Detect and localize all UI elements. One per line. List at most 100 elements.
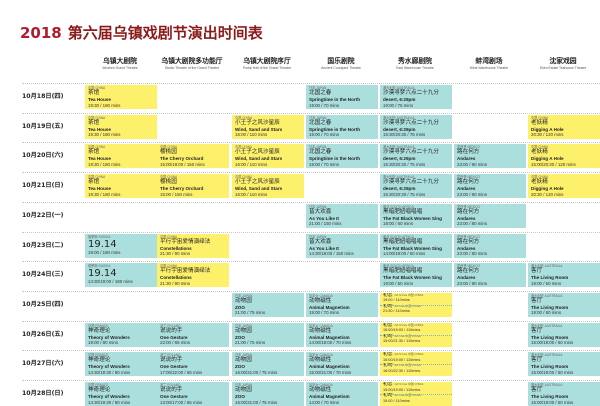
performance-title-en: ZOO	[235, 394, 245, 399]
performance-cell[interactable]: 波兰 POLAND 说说的手 One Gesture 13:00/17:00 / 65…	[157, 382, 229, 406]
performance-country: 中国 CHINA	[235, 175, 253, 180]
performance-cell[interactable]: 加拿大 CANADA 动物磁性 Animal Magnetism 14:00/19:0…	[306, 322, 378, 347]
performance-cell[interactable]: 中国 CHINA 小王子之风沙星辰 Wind, Sand and Stars 16:0…	[232, 114, 304, 139]
performance-cell-split: 初恋 1st times 中国 CHINA 15:00/19:00 / 110mi…	[380, 382, 452, 406]
performance-title-cn: 初恋 1st times 中国 CHINA	[383, 382, 449, 388]
performance-time: 19:30 / 180 mins	[88, 161, 121, 167]
performance-cell[interactable]: 南非 SOUTH AFRICA 黑暗肥妞唱唱唱 The Fat Black Wome…	[380, 233, 452, 258]
performance-title-cn: 皆大欢喜	[309, 238, 332, 245]
venue-name-cn: 乌镇大剧院	[103, 57, 137, 65]
performance-cell[interactable]: 中国 CHINA 平行宇宙爱情演绎法 Constellations 21:30 / 9…	[157, 233, 229, 258]
performance-cell[interactable]: 中国 CHINA 樱桃园 The Cherry Orchard 15:00 / 150…	[157, 174, 229, 199]
performance-country: 日本 JAPAN	[309, 115, 327, 120]
performance-time: 15:30/20:30 / 75 mins	[383, 161, 426, 167]
performance-cell[interactable]: 墨西哥 MEXICO 路在何方 Andares 23:00 / 80 mins	[454, 174, 526, 199]
performance-slot-top[interactable]: 初恋 1st times 中国 CHINA 15:00/19:00 / 110mi…	[383, 323, 449, 334]
row-divider	[22, 172, 600, 174]
performance-cell[interactable]: 俄罗斯 RUSSIA 19.14 14:30/19:00 / 180 mins	[85, 263, 157, 288]
performance-title-en: Animal Magnetism	[309, 364, 350, 370]
performance-cell[interactable]: 日本 JAPAN 动物园 ZOO 21:00 / 75 mins	[232, 292, 304, 317]
performance-cell[interactable]: 中国 CHINA 茶馆 Tea House 19:30 / 180 mins	[85, 144, 157, 169]
performance-slot-bottom[interactable]: 初吻 1st kiss 中国 CHINA 16:00/22:30 / 110min…	[383, 363, 449, 374]
performance-title-cn: 动物磁性	[309, 297, 332, 304]
performance-cell[interactable]: 墨西哥 MEXICO 路在何方 Andares 23:00 / 80 mins	[454, 263, 526, 288]
performance-cell[interactable]: 日本 JAPAN 北国之春 Springtime in the North 19:00…	[306, 85, 378, 109]
performance-cell[interactable]: 加拿大 CANADA 动物磁性 Animal Magnetism 14:00 / 70…	[306, 382, 378, 406]
performance-cell[interactable]: 法国 FRANCE 神奇理论 Theory of Wonders 14:30/19:3…	[85, 352, 157, 377]
performance-title-cn: 19.14	[88, 238, 117, 250]
performance-cell[interactable]: 墨西哥 MEXICO 路在何方 Andares 23:00 / 80 mins	[454, 233, 526, 258]
performance-cell[interactable]: 中国 CHINA 小王子之风沙星辰 Wind, Sand and Stars 16:0…	[232, 144, 304, 169]
performance-title-en: As You Like It	[309, 215, 339, 221]
performance-country: 日本 JAPAN	[235, 383, 253, 387]
performance-slot-top[interactable]: 初恋 1st times 中国 CHINA 15:00/19:00 / 110mi…	[383, 382, 449, 393]
performance-country: 中国 CHINA	[88, 175, 106, 180]
slot-divider	[380, 334, 452, 336]
venue-header: 乌镇大剧院 Wuzhen Grand Theatre	[83, 57, 157, 74]
performance-title-cn: 茶馆	[88, 90, 100, 96]
performance-cell[interactable]: 日本 JAPAN 皆大欢喜 As You Like It 21:00 / 150 mi…	[306, 203, 378, 228]
performance-cell[interactable]: 法国 FRANCE 神奇理论 Theory of Wonders 19:00 / 80…	[85, 322, 157, 347]
performance-cell[interactable]: 澳大利亚 AUSTRALIA 客厅 The Living Room 15:00/19:…	[528, 322, 600, 347]
performance-cell[interactable]: 南非 SOUTH AFRICA 黑暗肥妞唱唱唱 The Fat Black Wome…	[380, 263, 452, 288]
performance-cell[interactable]: 法国 FRANCE 神奇理论 Theory of Wonders 14:30/19:3…	[85, 382, 157, 406]
performance-title-en: desert, 6:29pm	[383, 97, 416, 102]
performance-title-en: Springtime in the North	[309, 97, 361, 102]
performance-time: 13:00/17:00 / 65 mins	[160, 399, 203, 405]
performance-cell[interactable]: 波兰 POLAND 说说的手 One Gesture 22:00 / 65 mins	[157, 322, 229, 347]
performance-cell[interactable]: 南非 SOUTH AFRICA 黑暗肥妞唱唱唱 The Fat Black Wome…	[380, 203, 452, 228]
performance-slot-top[interactable]: 初恋 1st times 中国 CHINA 15:00/19:00 / 110mi…	[383, 352, 449, 363]
performance-title-cn-text: 初恋	[383, 352, 395, 358]
performance-cell[interactable]: 中国 CHINA 茶馆 Tea House 19:30 / 180 mins	[85, 114, 157, 139]
performance-cell[interactable]: 日本 JAPAN 北国之春 Springtime in the North 19:00…	[306, 144, 378, 169]
performance-title-en: The Living Room	[531, 394, 569, 399]
performance-slot-top[interactable]: 初恋 1st times 中国 CHINA 19:00 / 110mins	[383, 293, 449, 304]
performance-title-cn-text: 初恋	[383, 292, 395, 298]
performance-cell[interactable]: 日本 JAPAN 皆大欢喜 As You Like It 14:30/19:00 / …	[306, 233, 378, 258]
performance-time: 20:30 / 120 mins	[531, 191, 564, 197]
performance-cell[interactable]: 澳大利亚 AUSTRALIA 沙漠寻梦六点二十九分 desert, 6:29pm 15…	[380, 144, 452, 169]
performance-cell[interactable]: 中国 CHINA 平行宇宙爱情演绎法 Constellations 21:30 / 9…	[157, 263, 229, 288]
performance-cell[interactable]: 加拿大 CANADA 动物磁性 Animal Magnetism 19:00 / 70…	[306, 292, 378, 317]
performance-title-en: 1st times	[394, 292, 408, 297]
performance-cell[interactable]: 波兰 POLAND 说说的手 One Gesture 17:00/22:00 / 65…	[157, 352, 229, 377]
performance-cell[interactable]: 中国 CHINA 老妖精 Digging A Hole 15:00/20:30 / 1…	[528, 144, 600, 169]
performance-cell[interactable]: 墨西哥 MEXICO 路在何方 Andares 23:00 / 80 mins	[454, 144, 526, 169]
performance-cell[interactable]: 澳大利亚 AUSTRALIA 客厅 The Living Room 15:00/19:…	[528, 352, 600, 377]
performance-cell[interactable]: 日本 JAPAN 北国之春 Springtime in the North 19:00…	[306, 114, 378, 139]
performance-title-en: The Fat Black Women Sing	[383, 215, 442, 221]
performance-title-cn: 初恋 1st times 中国 CHINA	[383, 293, 449, 299]
performance-cell-split: 初恋 1st times 中国 CHINA 15:00/19:00 / 110mi…	[380, 322, 452, 347]
performance-cell[interactable]: 澳大利亚 AUSTRALIA 沙漠寻梦六点二十九分 desert, 6:29pm 15…	[380, 174, 452, 199]
performance-cell[interactable]: 澳大利亚 AUSTRALIA 沙漠寻梦六点二十九分 desert, 6:29pm 15…	[380, 114, 452, 139]
performance-cell[interactable]: 加拿大 CANADA 动物磁性 Animal Magnetism 15:00/21:0…	[306, 352, 378, 377]
performance-time: 19:30 / 180 mins	[88, 191, 121, 197]
performance-cell[interactable]: 中国 CHINA 茶馆 Tea House 19:30 / 180 mins	[85, 85, 157, 109]
performance-cell[interactable]: 日本 JAPAN 动物园 ZOO 16:00/21:00 / 75 mins	[232, 382, 304, 406]
performance-cell[interactable]: 中国 CHINA 樱桃园 The Cherry Orchard 15:00/19:00…	[157, 144, 229, 169]
performance-slot-bottom[interactable]: 初吻 1st kiss 中国 CHINA 21:30 / 110mins	[383, 304, 449, 315]
performance-cell[interactable]: 中国 CHINA 小王子之风沙星辰 Wind, Sand and Stars 16:0…	[232, 174, 304, 199]
performance-cell[interactable]: 澳大利亚 AUSTRALIA 客厅 The Living Room 19:00 / 6…	[528, 292, 600, 317]
performance-country: 墨西哥 MEXICO	[457, 204, 481, 209]
performance-cell[interactable]: 墨西哥 MEXICO 路在何方 Andares 23:00 / 80 mins	[454, 203, 526, 228]
performance-title-cn: 客厅	[531, 327, 543, 334]
performance-cell[interactable]: 日本 JAPAN 动物园 ZOO 16:00/21:00 / 75 mins	[232, 352, 304, 377]
performance-slot-bottom[interactable]: 初吻 1st kiss 中国 CHINA 15:00 / 110mins	[383, 393, 449, 404]
performance-cell[interactable]: 日本 JAPAN 动物园 ZOO 21:00 / 75 mins	[232, 322, 304, 347]
performance-time: 16:00/21:00 / 75 mins	[235, 369, 278, 375]
performance-title-cn: 黑暗肥妞唱唱唱	[383, 208, 423, 215]
performance-title-en: The Cherry Orchard	[160, 186, 204, 192]
performance-cell[interactable]: 澳大利亚 AUSTRALIA 沙漠寻梦六点二十九分 desert, 6:29pm 19…	[380, 85, 452, 109]
performance-cell[interactable]: 澳大利亚 AUSTRALIA 客厅 The Living Room 19:00 / 6…	[528, 263, 600, 288]
performance-title-cn: 北国之春	[309, 119, 332, 126]
performance-cell[interactable]: 俄罗斯 RUSSIA 19.14 19:00 / 180 mins	[85, 233, 157, 258]
performance-cell[interactable]: 澳大利亚 AUSTRALIA 客厅 The Living Room 15:00/19:…	[528, 382, 600, 406]
performance-cell[interactable]: 中国 CHINA 茶馆 Tea House 19:30 / 180 mins	[85, 174, 157, 199]
performance-cell[interactable]: 中国 CHINA 老妖精 Digging A Hole 20:30 / 120 min…	[528, 174, 600, 199]
performance-country: 澳大利亚 AUSTRALIA	[383, 175, 415, 180]
performance-time: 21:30 / 90 mins	[160, 251, 191, 257]
performance-country: 中国 CHINA	[407, 292, 424, 297]
performance-slot-bottom[interactable]: 初吻 1st kiss 中国 CHINA 15:00/21:30 / 110min…	[383, 334, 449, 345]
performance-cell[interactable]: 中国 CHINA 老妖精 Digging A Hole 20:30 / 120 min…	[528, 114, 600, 139]
